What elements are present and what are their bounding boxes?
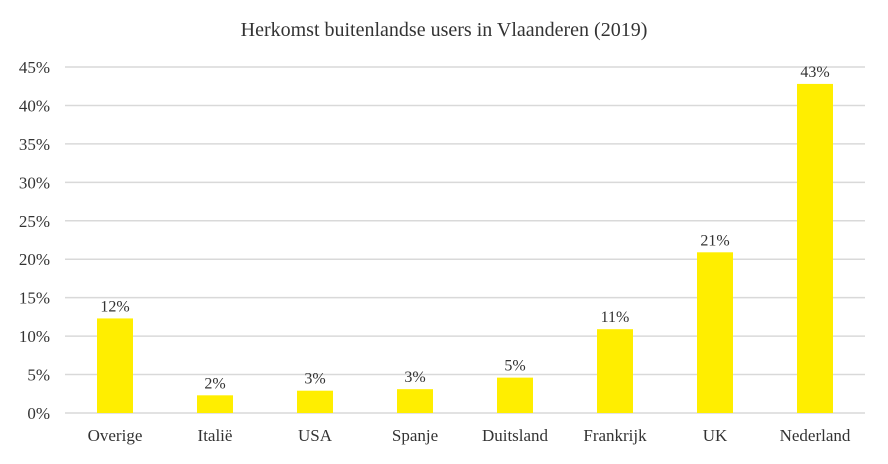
y-tick-label-25: 25% (19, 212, 50, 231)
data-label-nederland: 43% (800, 64, 829, 81)
x-category-label-duitsland: Duitsland (482, 426, 549, 445)
bar-nederland (797, 83, 833, 413)
y-tick-label-30: 30% (19, 173, 50, 192)
bar-uk (697, 252, 733, 413)
x-category-label-spanje: Spanje (392, 426, 438, 445)
x-category-label-nederland: Nederland (780, 426, 851, 445)
data-label-overige: 12% (100, 298, 129, 315)
x-category-label-italië: Italië (198, 426, 233, 445)
x-category-label-frankrijk: Frankrijk (583, 426, 647, 445)
data-label-spanje: 3% (404, 369, 425, 386)
y-tick-label-35: 35% (19, 135, 50, 154)
data-label-italië: 2% (204, 375, 225, 392)
x-category-label-usa: USA (298, 426, 333, 445)
bar-duitsland (497, 377, 533, 413)
y-tick-label-0: 0% (27, 404, 50, 423)
y-tick-label-20: 20% (19, 250, 50, 269)
data-label-usa: 3% (304, 371, 325, 388)
x-category-label-overige: Overige (88, 426, 143, 445)
chart-title: Herkomst buitenlandse users in Vlaandere… (241, 19, 648, 41)
bar-overige (97, 318, 133, 413)
data-labels: 12% 2% 3% 3% 5% 11% 21% 43% (100, 64, 829, 392)
bar-frankrijk (597, 329, 633, 413)
x-category-label-uk: UK (703, 426, 728, 445)
y-tick-label-40: 40% (19, 96, 50, 115)
x-axis-categories: Overige Italië USA Spanje Duitsland Frankrijk… (88, 426, 851, 445)
bar-usa (297, 390, 333, 413)
y-tick-label-15: 15% (19, 289, 50, 308)
bar-spanje (397, 389, 433, 413)
data-label-uk: 21% (700, 232, 729, 249)
y-tick-label-10: 10% (19, 327, 50, 346)
y-tick-label-45: 45% (19, 58, 50, 77)
bar-italië (197, 395, 233, 413)
data-label-duitsland: 5% (504, 358, 525, 375)
y-tick-label-5: 5% (27, 366, 50, 385)
gridlines (65, 66, 865, 414)
data-label-frankrijk: 11% (601, 309, 630, 326)
y-axis-ticks: 0% 5% 10% 15% 20% 25% 30% 35% 40% 45% (19, 58, 50, 423)
bars (97, 83, 833, 413)
